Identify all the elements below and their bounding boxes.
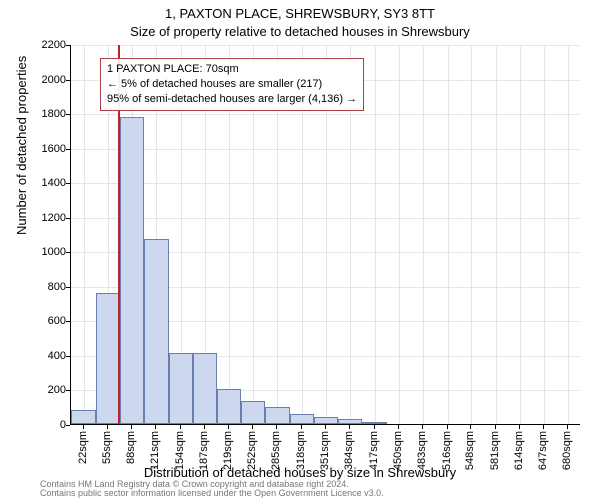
ytick-mark xyxy=(66,149,70,150)
histogram-bar xyxy=(338,419,362,424)
histogram-bar xyxy=(265,407,289,424)
ytick-label: 1400 xyxy=(26,177,66,189)
footer-attribution: Contains HM Land Registry data © Crown c… xyxy=(40,480,384,498)
ytick-mark xyxy=(66,80,70,81)
xtick-label: 548sqm xyxy=(464,431,476,470)
xtick-mark xyxy=(325,425,326,429)
footer-line2: Contains public sector information licen… xyxy=(40,488,384,498)
histogram-bar xyxy=(169,353,193,424)
histogram-bar xyxy=(314,417,338,424)
xtick-label: 285sqm xyxy=(270,431,282,470)
xtick-mark xyxy=(398,425,399,429)
xtick-mark xyxy=(543,425,544,429)
ytick-label: 400 xyxy=(26,350,66,362)
xtick-mark xyxy=(180,425,181,429)
histogram-bar xyxy=(290,414,314,424)
xtick-label: 647sqm xyxy=(537,431,549,470)
ytick-mark xyxy=(66,45,70,46)
xtick-label: 154sqm xyxy=(174,431,186,470)
xtick-label: 121sqm xyxy=(149,431,161,470)
histogram-bar xyxy=(120,117,144,424)
gridline-v xyxy=(423,45,424,424)
gridline-v xyxy=(448,45,449,424)
xtick-label: 384sqm xyxy=(343,431,355,470)
xtick-mark xyxy=(519,425,520,429)
xtick-label: 516sqm xyxy=(441,431,453,470)
ytick-mark xyxy=(66,183,70,184)
histogram-bar xyxy=(96,293,120,424)
histogram-bar xyxy=(362,422,386,424)
xtick-mark xyxy=(83,425,84,429)
ytick-label: 2200 xyxy=(26,39,66,51)
ytick-label: 600 xyxy=(26,315,66,327)
xtick-mark xyxy=(447,425,448,429)
gridline-v xyxy=(84,45,85,424)
xtick-label: 351sqm xyxy=(319,431,331,470)
gridline-v xyxy=(520,45,521,424)
ytick-mark xyxy=(66,287,70,288)
xtick-label: 219sqm xyxy=(222,431,234,470)
xtick-label: 581sqm xyxy=(489,431,501,470)
chart-title-line2: Size of property relative to detached ho… xyxy=(0,24,600,39)
xtick-label: 22sqm xyxy=(77,431,89,464)
annotation-line3: 95% of semi-detached houses are larger (… xyxy=(107,92,357,107)
histogram-bar xyxy=(217,389,241,424)
xtick-mark xyxy=(155,425,156,429)
annotation-line2: ← 5% of detached houses are smaller (217… xyxy=(107,77,357,92)
ytick-mark xyxy=(66,252,70,253)
gridline-v xyxy=(399,45,400,424)
xtick-label: 680sqm xyxy=(561,431,573,470)
ytick-label: 2000 xyxy=(26,74,66,86)
xtick-label: 55sqm xyxy=(101,431,113,464)
ytick-mark xyxy=(66,321,70,322)
ytick-mark xyxy=(66,218,70,219)
histogram-bar xyxy=(193,353,217,424)
ytick-label: 1200 xyxy=(26,212,66,224)
annotation-box: 1 PAXTON PLACE: 70sqm ← 5% of detached h… xyxy=(100,58,364,111)
gridline-v xyxy=(568,45,569,424)
ytick-label: 1600 xyxy=(26,143,66,155)
xtick-mark xyxy=(204,425,205,429)
histogram-bar xyxy=(241,401,265,424)
xtick-mark xyxy=(349,425,350,429)
histogram-bar xyxy=(71,410,95,424)
annotation-line1: 1 PAXTON PLACE: 70sqm xyxy=(107,62,357,77)
xtick-mark xyxy=(252,425,253,429)
ytick-label: 1000 xyxy=(26,246,66,258)
xtick-mark xyxy=(131,425,132,429)
gridline-v xyxy=(496,45,497,424)
xtick-mark xyxy=(567,425,568,429)
xtick-mark xyxy=(495,425,496,429)
xtick-mark xyxy=(228,425,229,429)
gridline-v xyxy=(375,45,376,424)
ytick-label: 200 xyxy=(26,384,66,396)
ytick-mark xyxy=(66,114,70,115)
xtick-label: 614sqm xyxy=(513,431,525,470)
xtick-mark xyxy=(301,425,302,429)
histogram-bar xyxy=(144,239,168,424)
xtick-mark xyxy=(107,425,108,429)
xtick-label: 417sqm xyxy=(368,431,380,470)
xtick-mark xyxy=(276,425,277,429)
ytick-label: 1800 xyxy=(26,108,66,120)
xtick-label: 450sqm xyxy=(392,431,404,470)
xtick-mark xyxy=(374,425,375,429)
xtick-label: 88sqm xyxy=(125,431,137,464)
gridline-v xyxy=(544,45,545,424)
xtick-label: 318sqm xyxy=(295,431,307,470)
gridline-v xyxy=(471,45,472,424)
ytick-mark xyxy=(66,425,70,426)
ytick-mark xyxy=(66,390,70,391)
ytick-label: 800 xyxy=(26,281,66,293)
xtick-label: 187sqm xyxy=(198,431,210,470)
ytick-label: 0 xyxy=(26,419,66,431)
xtick-mark xyxy=(470,425,471,429)
xtick-mark xyxy=(422,425,423,429)
ytick-mark xyxy=(66,356,70,357)
xtick-label: 252sqm xyxy=(246,431,258,470)
chart-title-line1: 1, PAXTON PLACE, SHREWSBURY, SY3 8TT xyxy=(0,6,600,21)
xtick-label: 483sqm xyxy=(416,431,428,470)
